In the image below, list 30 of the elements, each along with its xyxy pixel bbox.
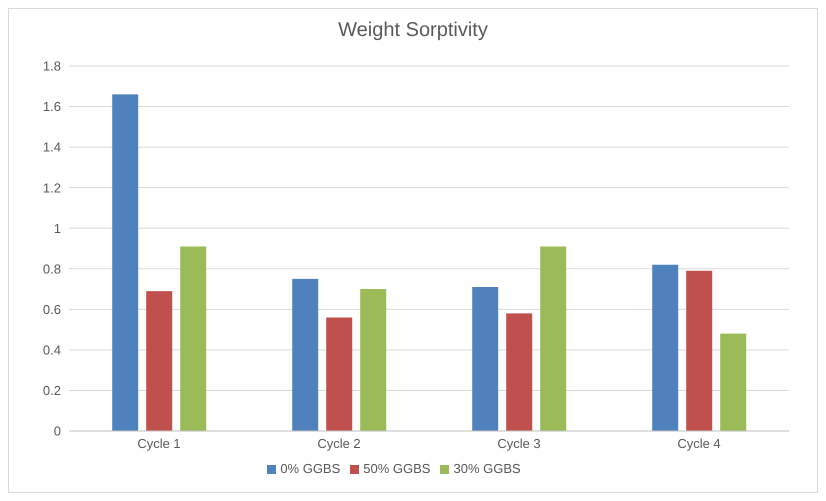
bar — [540, 246, 566, 431]
bar — [360, 289, 386, 431]
bar — [720, 334, 746, 431]
x-tick-label: Cycle 1 — [137, 436, 181, 452]
chart-title: Weight Sorptivity — [337, 19, 489, 43]
x-tick-label: Cycle 2 — [317, 436, 361, 452]
bar — [506, 313, 532, 431]
bar — [472, 287, 498, 431]
bar — [326, 317, 352, 431]
x-tick-label: Cycle 3 — [497, 436, 541, 452]
y-tick-label: 1.2 — [42, 180, 61, 196]
y-tick-label: 1.4 — [42, 140, 61, 155]
y-tick-label: 1.8 — [42, 58, 61, 74]
legend-label: 30% GGBS — [453, 461, 521, 476]
bar — [180, 246, 206, 431]
y-tick-label: 0.2 — [42, 383, 61, 398]
legend-label: 50% GGBS — [363, 461, 430, 476]
y-tick-label: 0 — [54, 424, 61, 439]
y-tick-label: 1 — [54, 220, 61, 236]
y-tick-label: 0.8 — [42, 261, 61, 276]
y-tick-label: 0.4 — [42, 342, 61, 358]
bar — [652, 264, 678, 431]
legend-label: 0% GGBS — [280, 461, 340, 476]
bar — [292, 278, 318, 431]
bar — [686, 270, 712, 431]
bar — [112, 94, 138, 431]
y-tick-label: 0.6 — [42, 302, 61, 317]
x-tick-label: Cycle 4 — [677, 436, 721, 452]
bar — [146, 291, 172, 431]
y-tick-label: 1.6 — [42, 99, 61, 114]
